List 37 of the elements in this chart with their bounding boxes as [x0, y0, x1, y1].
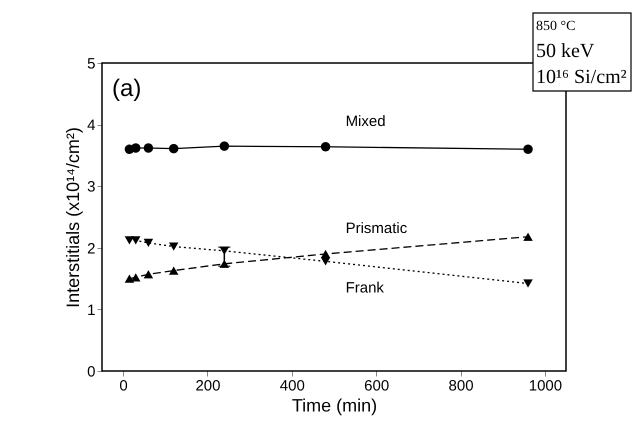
- point: [131, 143, 140, 153]
- annotation: 10¹⁶ Si/cm²: [536, 66, 627, 88]
- point: [131, 236, 140, 245]
- point: [320, 142, 330, 152]
- y-axis-title: Interstitials (x10¹⁴/cm²): [63, 127, 84, 308]
- text: 850 °C: [536, 19, 576, 34]
- point: [220, 141, 230, 151]
- text: 50 keV: [536, 40, 595, 62]
- x-tick-label: 1000: [528, 378, 562, 394]
- y-tick-label: 2: [87, 240, 96, 258]
- y-tick-label: 3: [87, 178, 96, 196]
- x-tick-label: 0: [119, 378, 128, 394]
- y-tick-label: 0: [87, 364, 96, 380]
- point: [523, 279, 533, 288]
- x-tick-label: 800: [448, 378, 474, 394]
- point: [168, 242, 178, 251]
- point: [220, 246, 230, 255]
- x-tick-label: 600: [364, 378, 390, 394]
- point: [144, 270, 154, 278]
- annotation: (a): [112, 75, 142, 102]
- y-tick-label: 5: [87, 56, 96, 72]
- x-axis-title: Time (min): [292, 396, 378, 416]
- series-label: Frank: [346, 279, 384, 296]
- point: [144, 143, 154, 153]
- point: [523, 144, 533, 154]
- point: [523, 232, 533, 241]
- point: [131, 273, 140, 282]
- x-tick-label: 400: [280, 378, 305, 394]
- point: [144, 238, 154, 247]
- y-tick-label: 1: [87, 302, 96, 319]
- series-label: Mixed: [346, 112, 386, 130]
- point: [168, 144, 178, 154]
- series-label: Prismatic: [346, 220, 408, 237]
- y-tick-label: 4: [87, 117, 96, 134]
- point: [320, 257, 330, 266]
- x-tick-label: 200: [195, 378, 220, 394]
- point: [168, 266, 178, 275]
